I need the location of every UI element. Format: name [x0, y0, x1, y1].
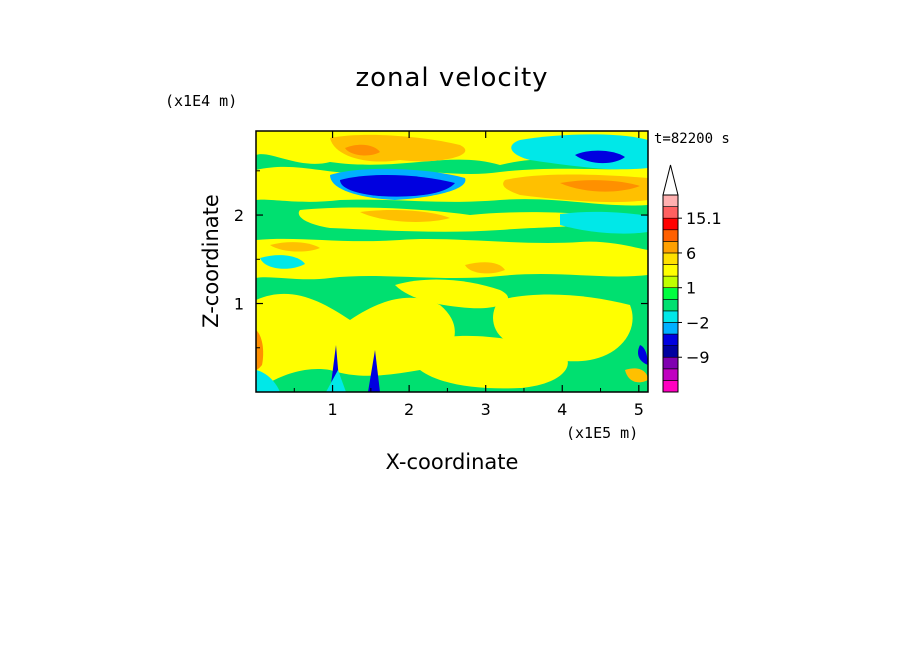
colorbar-bin [662, 275, 679, 289]
contour-top-blue [575, 150, 625, 164]
colorbar-bin [662, 380, 679, 393]
contour-bottom-right-blue [637, 345, 648, 365]
colorbar-label: 6 [686, 244, 696, 263]
x-scale-label: (x1E5 m) [566, 424, 638, 442]
colorbar-bin [662, 194, 679, 207]
contour-lower-yellow2 [395, 279, 509, 309]
contour-bottom-right-orange [625, 368, 648, 383]
y-scale-label: (x1E4 m) [165, 92, 237, 110]
x-axis-label: X-coordinate [386, 450, 519, 474]
colorbar-label: −2 [686, 313, 710, 332]
contour-band3-cyan [560, 211, 648, 234]
time-label: t=82200 s [654, 131, 730, 147]
contour-top-orange2 [345, 144, 380, 156]
colorbar-bin [662, 229, 679, 242]
contour-band2-blue [340, 174, 455, 197]
x-tick-label: 1 [327, 400, 337, 419]
contour-spike-3 [326, 370, 346, 392]
heatmap-field [256, 131, 648, 392]
colorbar-bin [662, 287, 679, 300]
colorbar-label: 15.1 [686, 209, 722, 228]
contour-band2-orange-dark [560, 180, 640, 192]
contour-lower-yellow4 [418, 335, 568, 389]
x-tick-label: 5 [634, 400, 644, 419]
colorbar-bin [662, 310, 679, 323]
colorbar-bin [662, 252, 679, 265]
contour-band4-orange2 [465, 262, 505, 274]
contour-band4-cyan [260, 255, 305, 269]
colorbar-bin [662, 356, 679, 370]
contour-bottom-left-cyan [256, 370, 280, 392]
y-axis: 12 [234, 170, 648, 349]
colorbar-bin [662, 206, 679, 219]
x-tick-label: 3 [481, 400, 491, 419]
colorbar-bin [662, 298, 679, 312]
colorbar-bin [662, 345, 679, 358]
colorbar-bin [662, 217, 679, 231]
colorbar-bin [662, 322, 679, 335]
contour-spike-2 [368, 350, 380, 392]
colorbar: 15.1 6 1 −2 −9 [662, 164, 722, 393]
colorbar-bin [662, 264, 679, 277]
chart-title: zonal velocity [355, 63, 548, 93]
plot-frame [255, 130, 649, 393]
colorbar-arrow [662, 164, 679, 196]
x-tick-label: 4 [557, 400, 567, 419]
x-axis: 1 2 3 4 5 [293, 131, 644, 419]
colorbar-bin [662, 241, 679, 254]
y-axis-label: Z-coordinate [199, 194, 223, 328]
colorbar-label: 1 [686, 279, 696, 298]
colorbar-frame [662, 194, 679, 393]
contour-band4-orange [270, 242, 320, 252]
x-tick-label: 2 [404, 400, 414, 419]
contour-band4-yellow [256, 238, 648, 280]
colorbar-label: −9 [686, 348, 710, 367]
y-tick-label: 2 [234, 206, 244, 225]
contour-lower-yellow [256, 293, 455, 392]
colorbar-bin [662, 368, 679, 381]
contour-bottom-left-orange [256, 330, 264, 370]
contour-band3-orange [360, 210, 450, 222]
y-tick-label: 1 [234, 295, 244, 314]
colorbar-bin [662, 333, 679, 346]
